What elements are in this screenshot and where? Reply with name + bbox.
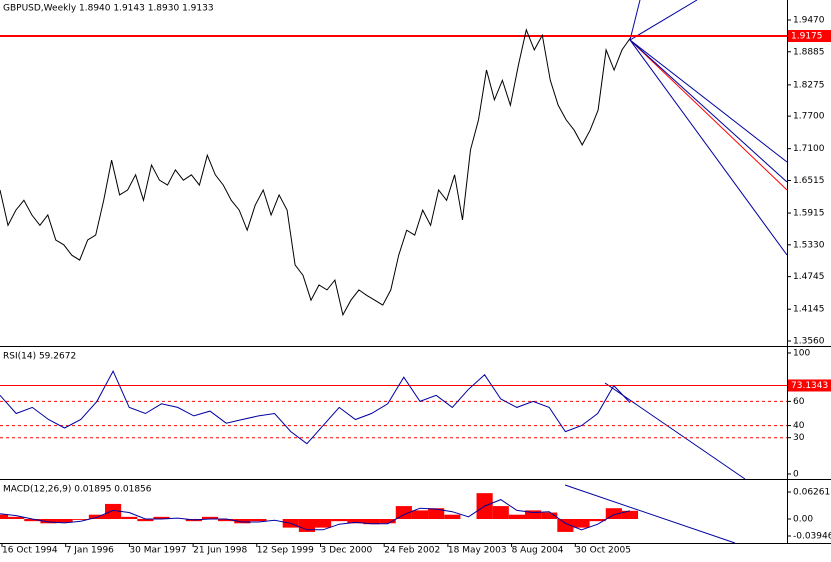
histogram-bar bbox=[428, 508, 445, 520]
y-tick-label: 40 bbox=[793, 421, 805, 431]
histogram-bar bbox=[444, 514, 461, 520]
level-label: 1.9175 bbox=[791, 32, 823, 42]
trendline bbox=[629, 0, 698, 41]
x-tick-label: 18 May 2003 bbox=[448, 546, 507, 556]
histogram-bar bbox=[525, 510, 542, 520]
histogram-bar bbox=[121, 516, 138, 520]
histogram-bar bbox=[605, 508, 622, 520]
trendline bbox=[604, 382, 746, 480]
histogram-bar bbox=[331, 519, 348, 522]
histogram-bar bbox=[395, 506, 412, 520]
histogram-bar bbox=[8, 516, 25, 520]
histogram-bar bbox=[0, 514, 9, 520]
y-tick-label: -0.03946 bbox=[793, 532, 831, 542]
histogram-bar bbox=[250, 519, 267, 522]
frame bbox=[0, 0, 831, 544]
histogram-bar bbox=[24, 519, 41, 522]
histogram-bar bbox=[411, 510, 429, 520]
y-tick-label: 1.7700 bbox=[793, 112, 825, 122]
y-tick-label: 1.6515 bbox=[793, 176, 825, 186]
histogram-bar bbox=[105, 503, 122, 520]
level-label: 73.1343 bbox=[791, 381, 828, 391]
x-tick-label: 30 Mar 1997 bbox=[129, 546, 186, 556]
histogram-bar bbox=[541, 512, 558, 520]
histogram-bar bbox=[557, 519, 574, 532]
x-tick-label: 12 Sep 1999 bbox=[257, 546, 314, 556]
histogram-bar bbox=[492, 506, 509, 520]
histogram-bar bbox=[379, 519, 396, 524]
x-tick-label: 16 Oct 1994 bbox=[2, 546, 58, 556]
x-tick-label: 24 Feb 2002 bbox=[384, 546, 440, 556]
histogram-bar bbox=[201, 516, 219, 520]
trendlines bbox=[564, 0, 788, 544]
y-tick-label: 1.7100 bbox=[793, 144, 825, 154]
histogram-bar bbox=[315, 519, 332, 528]
y-tick-label: 0.00 bbox=[793, 515, 813, 525]
x-tick-label: 7 Jan 1996 bbox=[66, 546, 114, 556]
y-tick-label: 30 bbox=[793, 433, 805, 443]
trendline bbox=[564, 484, 736, 544]
histogram-bar bbox=[508, 514, 525, 520]
panel-title: GBPUSD,Weekly 1.8940 1.9143 1.8930 1.913… bbox=[3, 4, 214, 14]
y-tick-label: 1.3560 bbox=[793, 336, 825, 346]
level-label-box bbox=[788, 379, 831, 392]
y-tick-label: 1.8885 bbox=[793, 47, 825, 57]
y-tick-label: 1.9470 bbox=[793, 15, 825, 25]
histogram-bar bbox=[40, 519, 57, 524]
panel-title: RSI(14) 59.2672 bbox=[3, 352, 76, 362]
series-line bbox=[0, 28, 631, 317]
level-label-box bbox=[788, 30, 831, 43]
histogram-bar bbox=[347, 519, 364, 524]
x-tick-label: 30 Oct 2005 bbox=[575, 546, 631, 556]
trendline bbox=[629, 39, 788, 256]
histogram-bar bbox=[573, 519, 590, 528]
x-tick-label: 3 Dec 2000 bbox=[321, 546, 373, 556]
y-tick-label: 1.5330 bbox=[793, 240, 825, 250]
y-tick-label: 0 bbox=[793, 470, 799, 480]
y-tick-label: 1.5915 bbox=[793, 209, 825, 219]
y-tick-label: 100 bbox=[793, 348, 810, 358]
histogram-bar bbox=[72, 519, 89, 520]
series-line bbox=[0, 499, 631, 531]
x-tick-label: 21 Jun 1998 bbox=[193, 546, 247, 556]
histogram-bar bbox=[137, 519, 154, 522]
y-tick-label: 1.4145 bbox=[793, 305, 825, 315]
histogram-bar bbox=[218, 519, 235, 522]
x-tick-label: 8 Aug 2004 bbox=[512, 546, 564, 556]
series-line bbox=[0, 369, 631, 445]
trendline bbox=[629, 39, 788, 191]
histogram-bar bbox=[589, 519, 606, 522]
panel-title: MACD(12,26,9) 0.01895 0.01856 bbox=[3, 485, 152, 495]
y-tick-label: 60 bbox=[793, 397, 805, 407]
y-tick-label: 1.4745 bbox=[793, 272, 825, 282]
histogram-bar bbox=[234, 519, 251, 524]
histogram-bar bbox=[56, 519, 73, 523]
trendline bbox=[629, 0, 641, 41]
histogram-bar bbox=[363, 519, 380, 525]
trendline bbox=[629, 39, 788, 183]
y-tick-label: 0.06261 bbox=[793, 488, 830, 498]
histogram-bar bbox=[153, 516, 170, 520]
histogram-bar bbox=[621, 510, 639, 520]
trendline bbox=[629, 39, 788, 163]
y-tick-label: 1.8275 bbox=[793, 80, 825, 90]
